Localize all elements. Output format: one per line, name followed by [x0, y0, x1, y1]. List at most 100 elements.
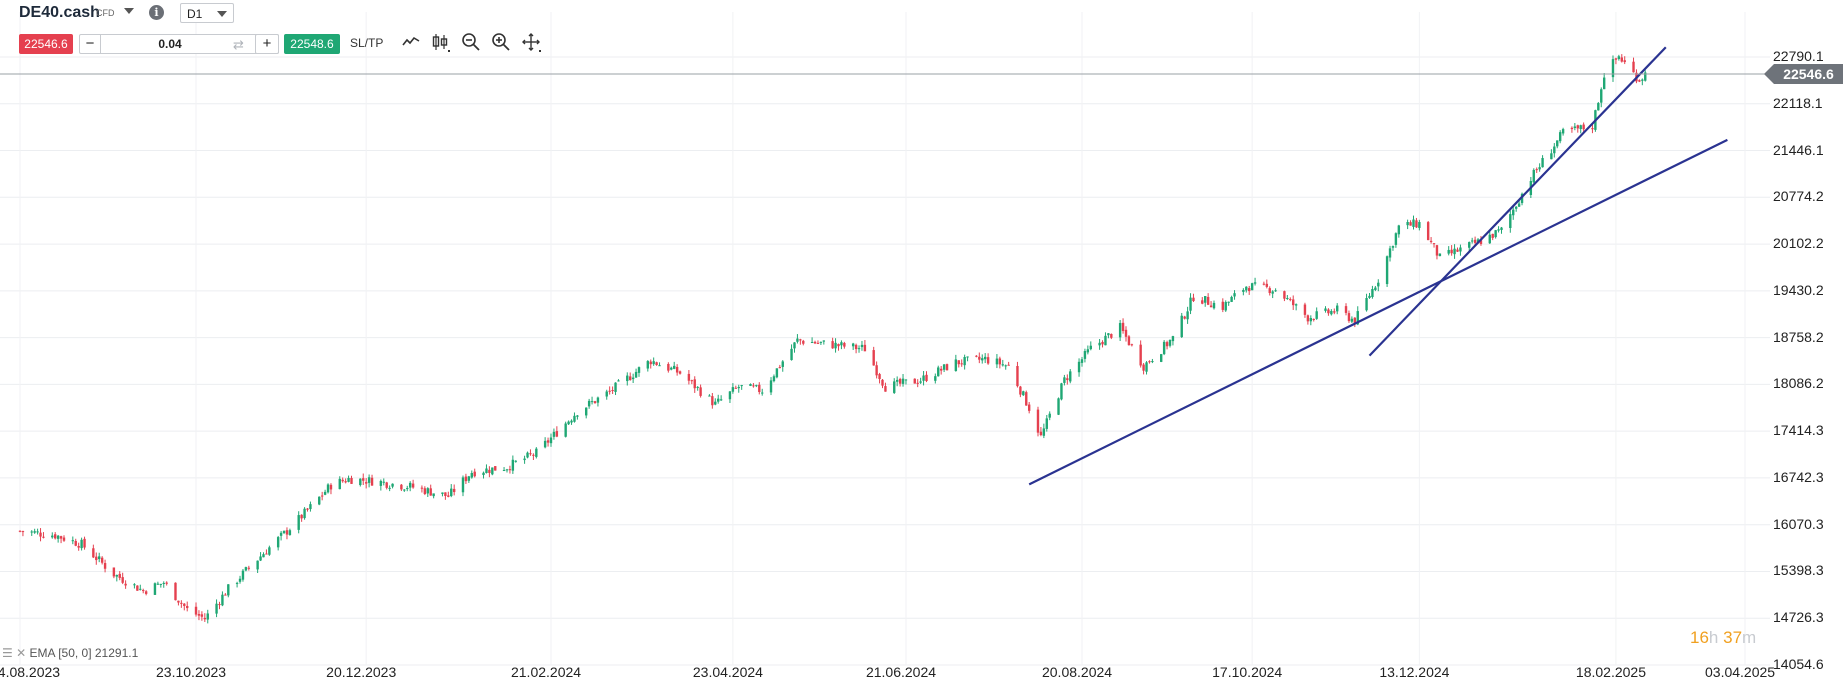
- candle-bearish: [1409, 222, 1412, 226]
- candle-bearish: [1209, 305, 1213, 308]
- candle-bearish: [837, 344, 840, 347]
- swap-icon[interactable]: ⇄: [233, 37, 244, 52]
- sl-tp-button[interactable]: SL/TP: [350, 36, 384, 50]
- volume-decrease-button[interactable]: −: [80, 35, 101, 53]
- candle-bearish: [320, 495, 324, 497]
- candle-bearish: [649, 361, 652, 365]
- candle-bullish: [1336, 305, 1339, 312]
- candle-bearish: [1347, 313, 1351, 322]
- candle-bullish: [1233, 293, 1236, 297]
- candle-bullish: [1418, 222, 1421, 228]
- zoom-out-icon[interactable]: [460, 31, 482, 53]
- candle-bullish: [1459, 247, 1462, 252]
- candle-bearish: [960, 363, 963, 365]
- candle-bullish: [1022, 391, 1025, 396]
- candle-bearish: [1262, 283, 1266, 285]
- volume-increase-button[interactable]: +: [255, 34, 279, 54]
- candle-bearish: [1201, 300, 1204, 304]
- ema-indicator-legend[interactable]: ☰ ✕ EMA [50, 0] 21291.1: [2, 646, 138, 660]
- candle-bearish: [699, 387, 702, 396]
- candle-bullish: [1350, 318, 1354, 322]
- candle-bullish: [1186, 311, 1189, 320]
- candle-bullish: [1069, 371, 1072, 382]
- candle-bullish: [338, 478, 341, 490]
- candle-bullish: [523, 458, 526, 461]
- candle-bullish: [573, 415, 576, 422]
- candle-bullish: [851, 343, 855, 347]
- candle-bearish: [429, 488, 432, 496]
- candle-bearish: [1353, 317, 1357, 325]
- candle-bearish: [385, 482, 388, 488]
- price-tick-label: 22790.1: [1773, 48, 1824, 64]
- candle-bullish: [1063, 377, 1066, 383]
- candle-bullish: [781, 361, 784, 367]
- candle-bullish: [772, 376, 776, 382]
- price-tick-label: 20102.2: [1773, 235, 1824, 252]
- trendline-1[interactable]: [1028, 138, 1728, 486]
- info-icon[interactable]: i: [149, 5, 164, 20]
- trendline-2[interactable]: [1368, 46, 1667, 357]
- candle-bullish: [235, 582, 239, 584]
- candle-bullish: [159, 583, 163, 585]
- volume-stepper[interactable]: − 0.04: [79, 34, 279, 54]
- candle-bullish: [728, 391, 732, 400]
- indicator-remove-icon[interactable]: ✕: [16, 646, 27, 660]
- candle-bearish: [734, 387, 738, 389]
- candle-bullish: [526, 452, 529, 458]
- instrument-symbol[interactable]: DE40.cash: [19, 4, 100, 21]
- candlestick-icon[interactable]: [430, 31, 452, 53]
- candle-bullish: [631, 377, 635, 380]
- candle-bearish: [799, 339, 802, 341]
- candle-bullish: [485, 468, 488, 474]
- candle-bearish: [464, 476, 468, 482]
- candle-bearish: [1312, 318, 1315, 320]
- chevron-down-icon: [217, 11, 227, 17]
- candle-bullish: [834, 342, 837, 349]
- buy-button[interactable]: 22548.6: [284, 34, 340, 54]
- date-tick-label: 20.12.2023: [326, 664, 397, 680]
- timeframe-select[interactable]: D1: [180, 3, 234, 23]
- candle-bearish: [1268, 288, 1271, 294]
- candle-bullish: [388, 487, 391, 489]
- zoom-in-icon[interactable]: [490, 31, 512, 53]
- candle-bullish: [658, 365, 661, 367]
- price-tick-label: 21446.1: [1773, 141, 1824, 158]
- crosshair-move-icon[interactable]: [520, 31, 542, 53]
- candle-bearish: [194, 606, 198, 615]
- candle-bearish: [1582, 124, 1585, 130]
- volume-input[interactable]: 0.04: [158, 37, 182, 51]
- candle-bearish: [758, 384, 761, 393]
- candle-bearish: [925, 374, 928, 382]
- candle-bearish: [1327, 309, 1330, 314]
- candle-bullish: [1365, 298, 1368, 311]
- candle-bearish: [420, 487, 424, 489]
- candle-bullish: [1644, 72, 1647, 81]
- candle-bearish: [1248, 288, 1251, 292]
- candle-bearish: [655, 362, 658, 365]
- candle-bullish: [33, 531, 36, 533]
- candle-bearish: [872, 350, 875, 366]
- candle-bearish: [1429, 240, 1433, 242]
- candle-bearish: [411, 483, 415, 488]
- candle-bullish: [605, 391, 608, 397]
- candle-countdown: 16h 37m: [1690, 628, 1756, 648]
- candle-bullish: [626, 375, 629, 382]
- price-tick-label: 14726.3: [1773, 609, 1824, 626]
- candle-bearish: [1265, 283, 1269, 287]
- candle-bullish: [1274, 290, 1277, 292]
- symbol-dropdown-chevron-icon[interactable]: [124, 8, 134, 14]
- sell-button[interactable]: 22546.6: [19, 34, 73, 54]
- line-chart-icon[interactable]: [400, 31, 422, 53]
- candle-bullish: [1227, 301, 1230, 303]
- candle-bullish: [1412, 219, 1415, 227]
- candle-bullish: [796, 338, 799, 342]
- candle-bullish: [904, 379, 908, 381]
- candle-bullish: [1500, 227, 1503, 230]
- candle-bearish: [1620, 57, 1623, 62]
- indicator-settings-icon[interactable]: ☰: [2, 646, 13, 660]
- candle-bullish: [614, 382, 617, 392]
- candle-bullish: [51, 535, 54, 538]
- candle-bullish: [1086, 349, 1090, 353]
- candle-bullish: [1541, 158, 1544, 168]
